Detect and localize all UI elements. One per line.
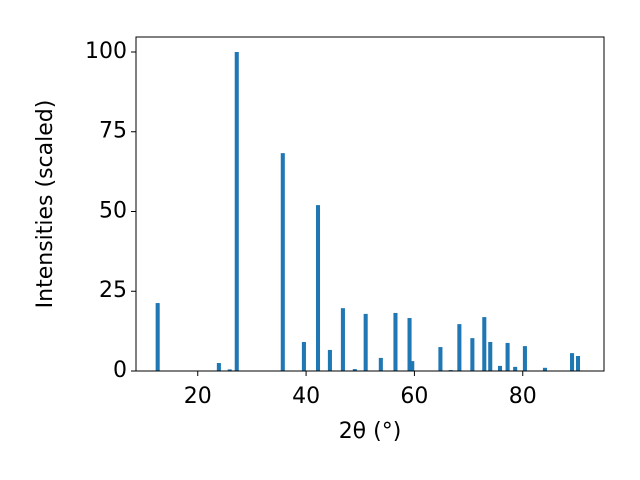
bar xyxy=(513,366,518,371)
bar xyxy=(570,353,575,371)
bar xyxy=(438,347,443,371)
bar xyxy=(340,308,345,371)
x-tick-label: 80 xyxy=(509,384,537,409)
bar xyxy=(301,341,306,371)
y-tick-label: 25 xyxy=(99,278,127,303)
bar xyxy=(410,361,415,371)
bar xyxy=(363,313,368,371)
bar xyxy=(457,324,462,371)
x-tick-label: 40 xyxy=(292,384,320,409)
bar xyxy=(470,338,475,371)
bar xyxy=(505,342,510,371)
bar xyxy=(497,365,503,371)
bar xyxy=(227,369,232,371)
plot-frame xyxy=(135,36,605,372)
bar xyxy=(378,357,383,371)
y-axis-label: Intensities (scaled) xyxy=(33,100,58,309)
x-tick-label: 60 xyxy=(400,384,428,409)
bar xyxy=(155,303,160,371)
bar xyxy=(482,317,487,371)
bar xyxy=(234,51,239,371)
y-tick-label: 50 xyxy=(99,198,127,223)
bar xyxy=(315,205,321,371)
x-axis-label: 2θ (°) xyxy=(339,419,402,444)
bar xyxy=(575,356,581,371)
y-tick-label: 75 xyxy=(99,119,127,144)
bar xyxy=(542,367,547,371)
bar xyxy=(488,341,493,371)
bar xyxy=(407,318,412,371)
bar xyxy=(352,369,357,371)
bar xyxy=(327,349,332,371)
bar xyxy=(522,346,527,371)
x-tick-label: 20 xyxy=(184,384,212,409)
y-tick-label: 100 xyxy=(85,39,127,64)
bar xyxy=(216,363,221,371)
bar xyxy=(393,312,398,371)
y-tick-label: 0 xyxy=(113,358,127,383)
bar xyxy=(280,153,285,371)
